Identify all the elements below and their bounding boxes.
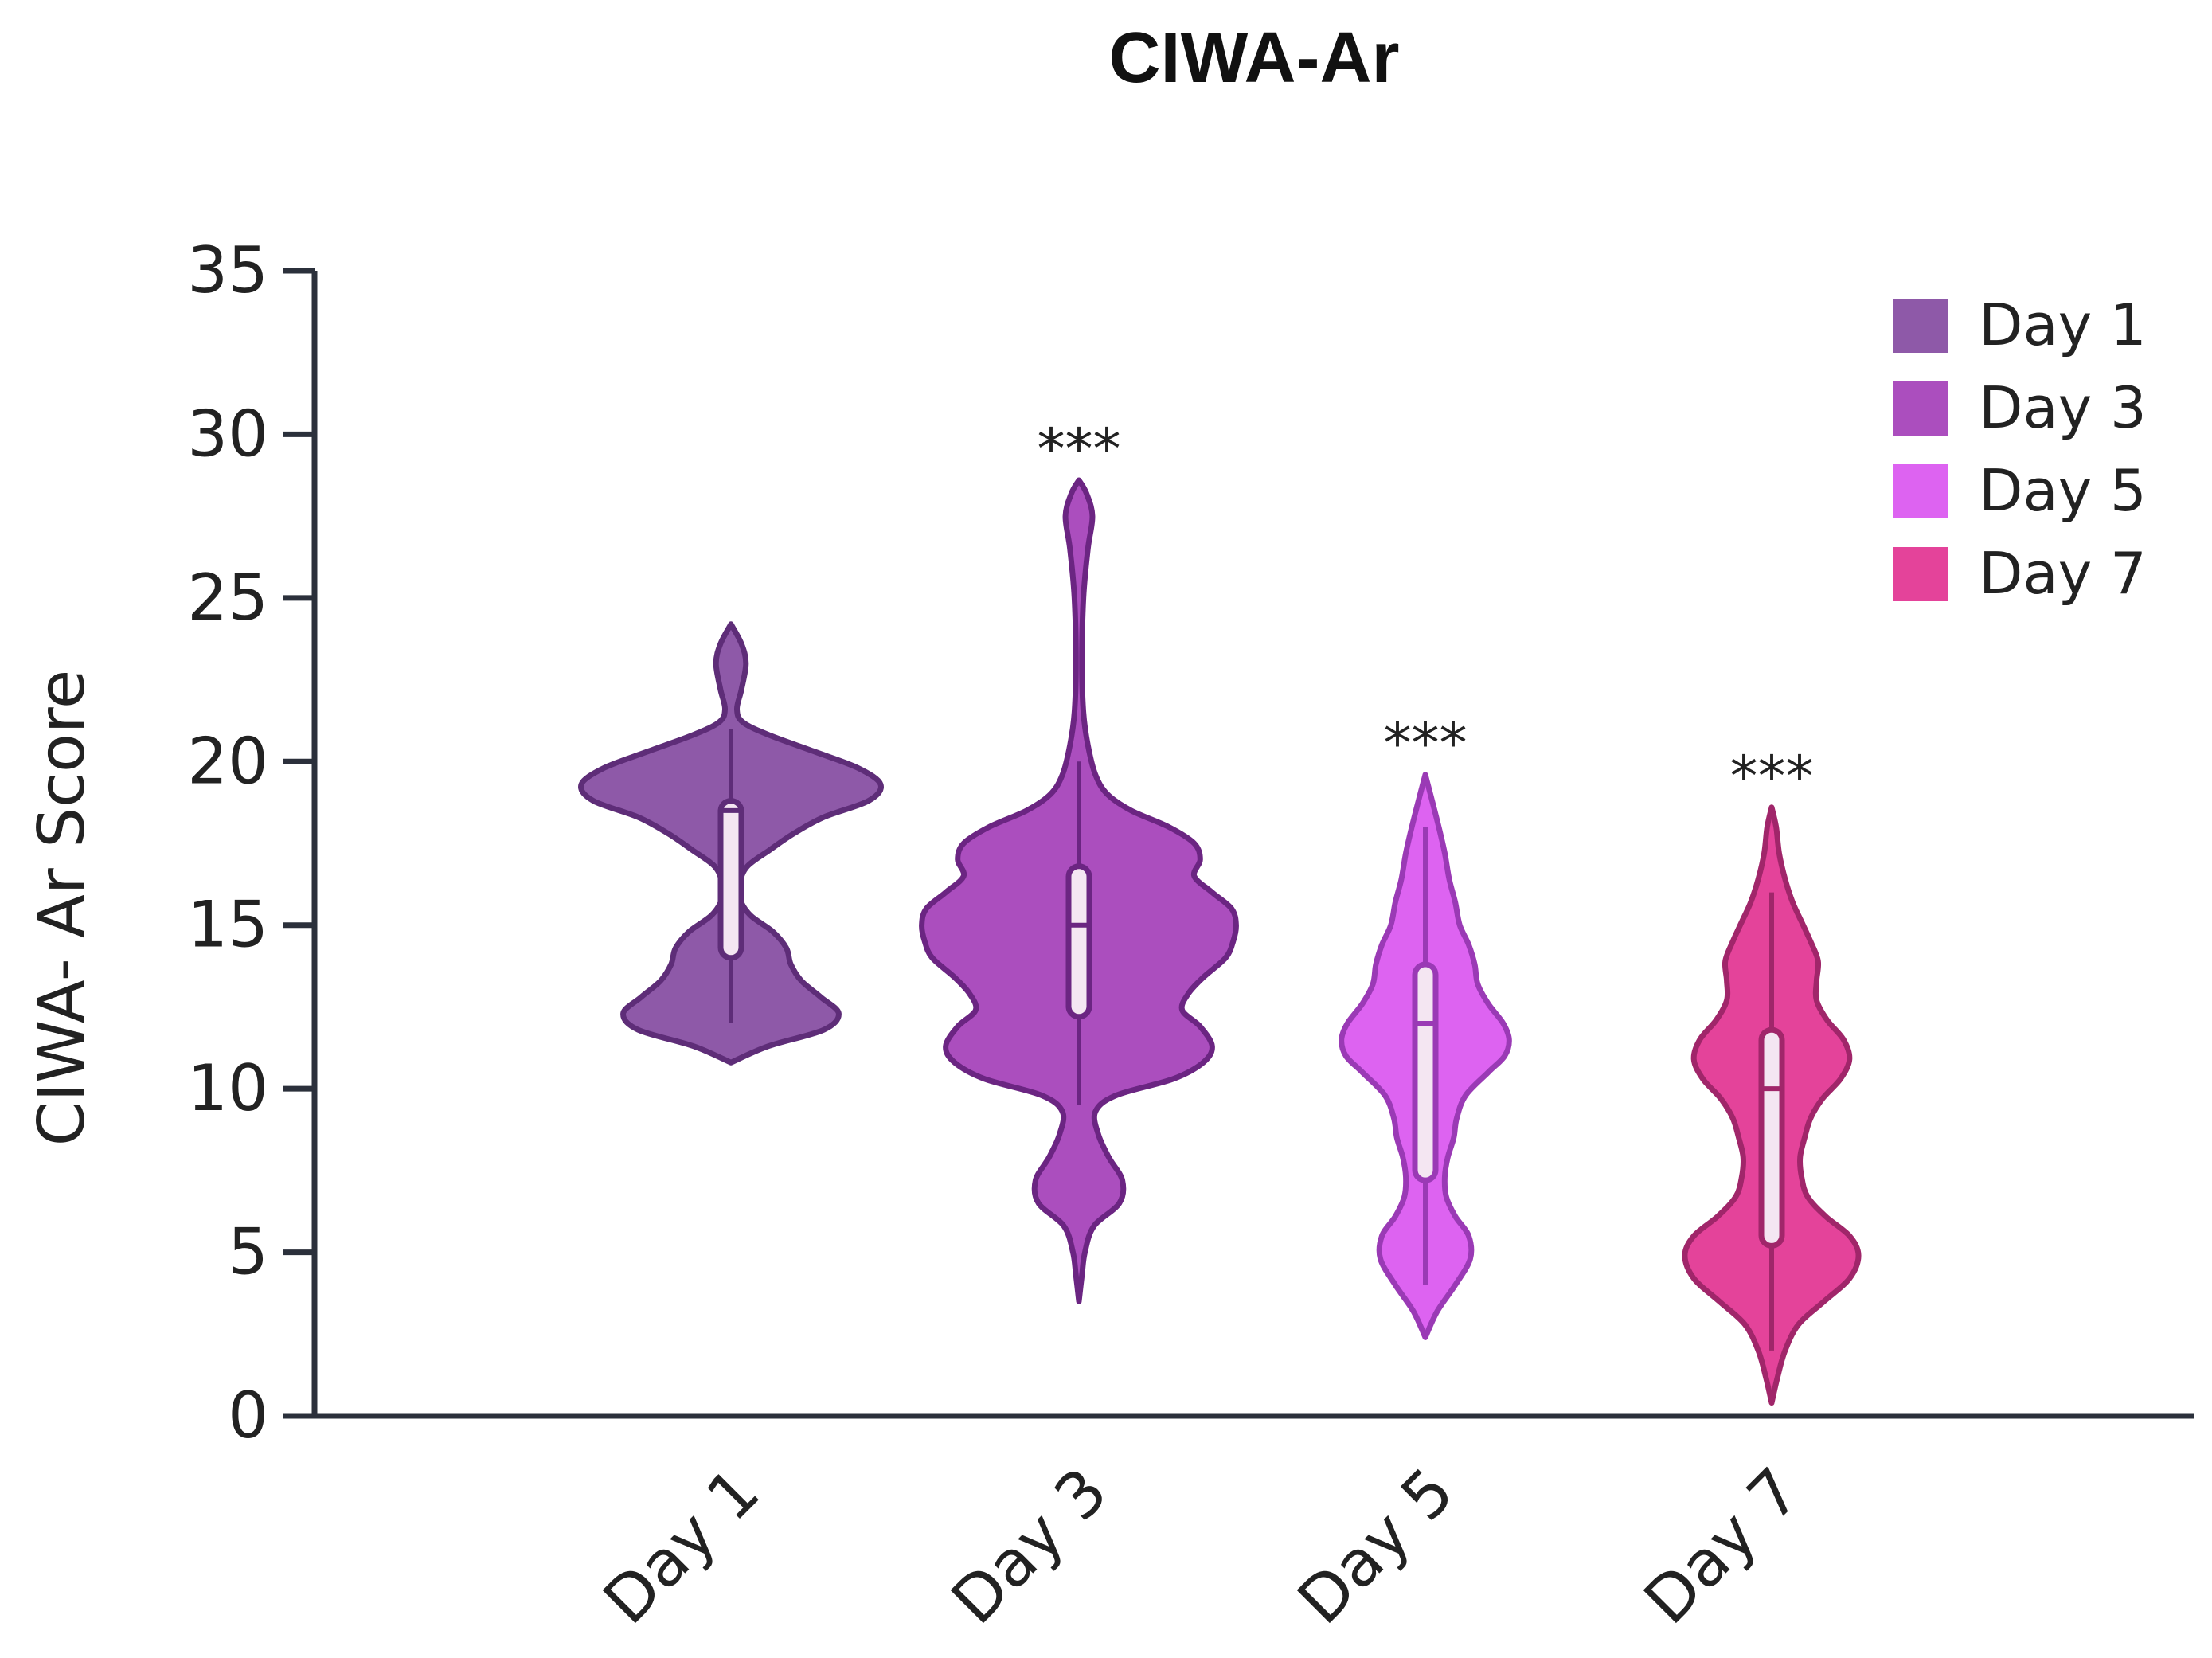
legend-label: Day 7 (1979, 540, 2147, 607)
legend-swatch (1893, 381, 1948, 436)
legend-label: Day 1 (1979, 291, 2147, 358)
significance-label: *** (1730, 744, 1814, 809)
y-tick-label: 5 (228, 1215, 268, 1289)
legend-label: Day 5 (1979, 457, 2147, 524)
significance-label: *** (1384, 711, 1468, 776)
violin-day-5: *** (1339, 711, 1512, 1340)
violin-group: *** *** *** (578, 416, 1862, 1406)
legend-swatch (1893, 299, 1948, 353)
violin-box (1412, 961, 1439, 1183)
violin-box (1065, 863, 1092, 1020)
violin-day-3: *** (919, 416, 1239, 1304)
x-tick-label: Day 7 (1630, 1454, 1814, 1638)
x-tick-label: Day 1 (589, 1454, 773, 1638)
y-tick-label: 25 (187, 561, 268, 635)
y-tick-label: 20 (187, 724, 268, 798)
violin-day-7: *** (1682, 744, 1862, 1406)
y-tick-label: 35 (187, 233, 268, 307)
y-tick-label: 15 (187, 888, 268, 962)
legend: Day 1 Day 3 Day 5 Day 7 (1893, 291, 2147, 607)
y-tick-label: 10 (187, 1051, 268, 1125)
violin-box (1758, 1026, 1785, 1249)
y-axis-label: CIWA- Ar Score (25, 670, 99, 1147)
violin-box (717, 798, 744, 961)
legend-swatch (1893, 547, 1948, 601)
legend-label: Day 3 (1979, 374, 2147, 441)
x-tick-label: Day 5 (1284, 1454, 1468, 1638)
significance-label: *** (1038, 416, 1121, 482)
chart-title: CIWA-Ar (1108, 18, 1400, 98)
y-tick-label: 30 (187, 397, 268, 471)
x-tick-label: Day 3 (937, 1454, 1121, 1638)
y-tick-label: 0 (228, 1378, 268, 1453)
legend-swatch (1893, 464, 1948, 518)
violin-day-1 (578, 621, 884, 1066)
